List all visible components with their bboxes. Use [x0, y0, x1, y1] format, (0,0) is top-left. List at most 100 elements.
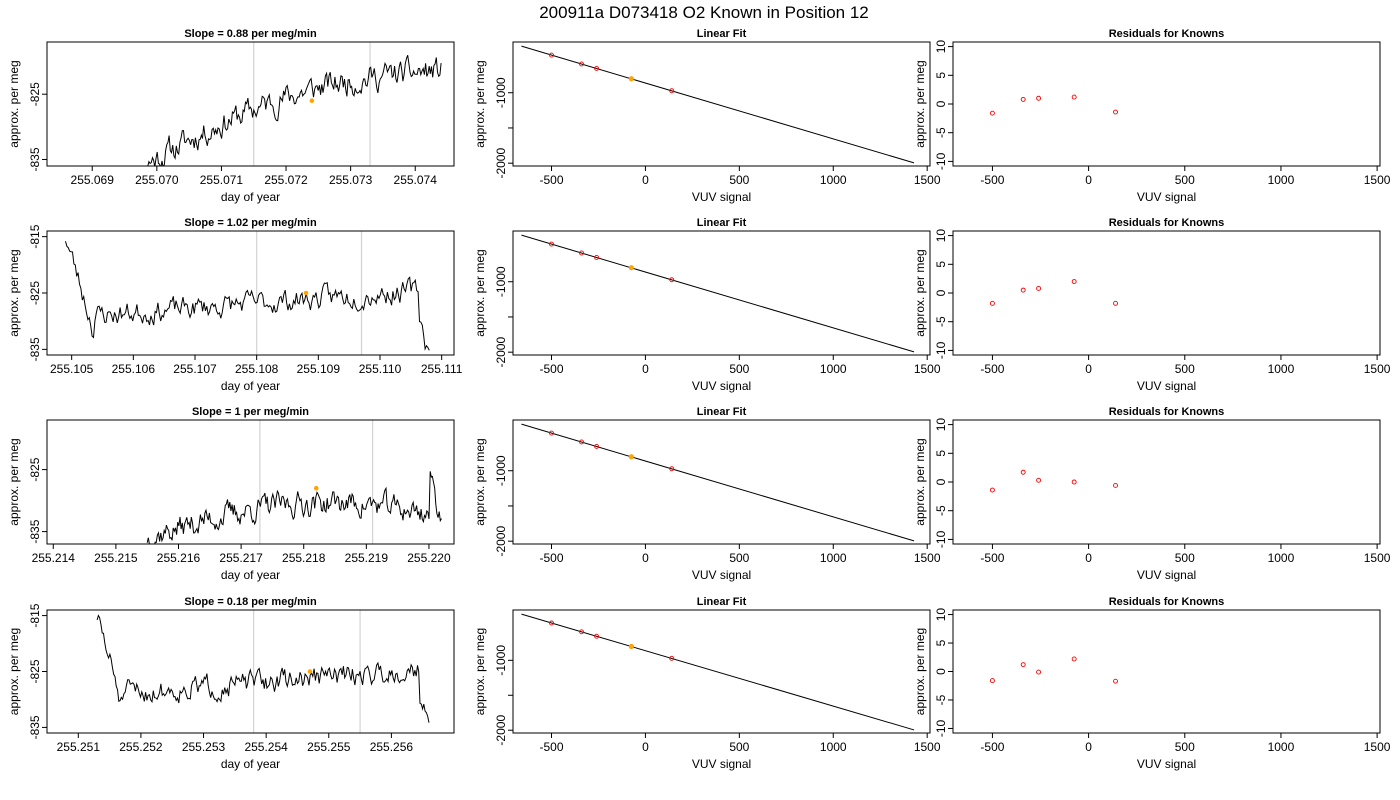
y-tick-label: -1000: [494, 645, 508, 676]
residual-point: [1020, 96, 1026, 102]
x-tick-label: -500: [539, 551, 563, 565]
x-tick-label: 0: [1085, 551, 1092, 565]
panel-9: Residuals for Knowns -500 0 500 1000 1500 -10 -…: [913, 28, 1391, 204]
plot-area: [65, 231, 430, 355]
plot-area: [96, 610, 430, 733]
y-tick-label: 10: [934, 229, 948, 243]
x-tick-label: 255.106: [112, 362, 156, 376]
residual-point: [1113, 482, 1118, 488]
panel-7: Linear Fit -500 0 500 1000 1500 -1000 -2000 VUV …: [473, 406, 941, 582]
x-tick-label: 0: [642, 551, 649, 565]
x-tick-label: 255.074: [394, 173, 438, 187]
x-tick-label: 255.219: [345, 551, 389, 565]
plot-frame: [952, 419, 1381, 545]
x-tick-label: 1000: [820, 173, 847, 187]
x-tick-label: 1500: [1364, 740, 1391, 754]
known-point: [579, 629, 585, 635]
signal-trace: [142, 55, 442, 166]
y-axis-label: approx. per meg: [7, 438, 21, 525]
x-tick-label: 500: [1175, 362, 1195, 376]
fit-line: [521, 45, 915, 164]
plot-area: [989, 656, 1118, 684]
panel-title: Slope = 1.02 per meg/min: [184, 217, 317, 229]
signal-trace: [96, 614, 430, 723]
signal-trace: [146, 471, 442, 544]
x-tick-label: 255.218: [282, 551, 326, 565]
y-tick-label: -10: [934, 341, 948, 359]
x-tick-label: 255.070: [135, 173, 179, 187]
panel-10: Residuals for Knowns -500 0 500 1000 1500 -10 -…: [913, 217, 1391, 393]
y-tick-label: -825: [28, 82, 42, 106]
signal-trace: [65, 241, 430, 351]
y-axis-label: approx. per meg: [7, 249, 21, 336]
x-tick-label: 1000: [1268, 173, 1295, 187]
plot-frame: [952, 41, 1381, 167]
x-tick-label: 1500: [914, 551, 941, 565]
x-tick-label: 1500: [1364, 362, 1391, 376]
x-tick-label: 1000: [820, 551, 847, 565]
x-tick-label: 0: [642, 740, 649, 754]
panel-8: Linear Fit -500 0 500 1000 1500 -1000 -2000 VUV …: [473, 596, 941, 771]
y-tick-label: -5: [934, 694, 948, 705]
plot-area: [521, 234, 915, 353]
known-point: [594, 633, 600, 639]
x-tick-label: 255.256: [370, 740, 414, 754]
plot-area: [521, 45, 915, 164]
panel-title: Linear Fit: [697, 217, 747, 229]
y-tick-label: 0: [934, 668, 948, 675]
x-axis-label: VUV signal: [692, 757, 751, 771]
sample-marker: [307, 669, 313, 674]
sample-marker: [313, 485, 319, 491]
x-tick-label: -500: [980, 551, 1004, 565]
x-tick-label: 255.072: [264, 173, 308, 187]
x-tick-label: 1500: [914, 173, 941, 187]
x-tick-label: 255.109: [297, 362, 341, 376]
y-tick-label: 5: [934, 639, 948, 646]
x-tick-label: 255.105: [50, 362, 94, 376]
y-tick-label: 10: [934, 608, 948, 622]
y-tick-label: 0: [934, 478, 948, 485]
y-tick-label: -10: [934, 530, 948, 548]
x-tick-label: 255.073: [329, 173, 373, 187]
panel-6: Linear Fit -500 0 500 1000 1500 -1000 -2000 VUV …: [473, 217, 941, 393]
y-tick-label: 0: [934, 289, 948, 296]
y-tick-label: -2000: [494, 526, 508, 557]
x-tick-label: 255.069: [71, 173, 115, 187]
plot-area: [521, 423, 915, 542]
panel-4: Slope = 0.18 per meg/min 255.251 255.252 25…: [7, 596, 455, 771]
x-tick-label: 500: [1175, 740, 1195, 754]
sample-point: [628, 265, 634, 271]
known-point: [594, 254, 600, 260]
x-axis-label: VUV signal: [692, 190, 751, 204]
y-tick-label: -815: [28, 603, 42, 627]
y-tick-label: -835: [28, 147, 42, 171]
panels-grid: Slope = 0.88 per meg/min 255.069 255.070 25…: [7, 28, 1391, 771]
x-axis-label: VUV signal: [1137, 379, 1196, 393]
x-tick-label: 255.254: [244, 740, 288, 754]
known-point: [669, 466, 675, 472]
x-tick-label: 500: [729, 173, 749, 187]
known-point: [549, 52, 554, 58]
known-point: [579, 250, 585, 256]
x-tick-label: 0: [1085, 362, 1092, 376]
residual-point: [989, 110, 995, 116]
x-tick-label: 1000: [1268, 740, 1295, 754]
x-tick-label: 255.216: [157, 551, 201, 565]
x-axis-label: VUV signal: [1137, 757, 1196, 771]
x-tick-label: 500: [729, 740, 749, 754]
y-tick-label: -5: [934, 505, 948, 516]
panel-title: Residuals for Knowns: [1109, 217, 1225, 229]
x-tick-label: 255.253: [182, 740, 226, 754]
residual-point: [1036, 477, 1042, 483]
y-axis-label: approx. per meg: [913, 60, 927, 147]
x-tick-label: -500: [539, 740, 563, 754]
known-point: [594, 443, 600, 449]
y-tick-label: -1000: [494, 77, 508, 108]
plot-frame: [512, 419, 931, 545]
x-axis-label: day of year: [221, 757, 280, 771]
y-axis-label: approx. per meg: [7, 628, 21, 715]
known-point: [579, 61, 585, 67]
x-tick-label: 255.111: [421, 362, 463, 376]
residual-point: [1071, 279, 1077, 284]
y-tick-label: 10: [934, 418, 948, 432]
